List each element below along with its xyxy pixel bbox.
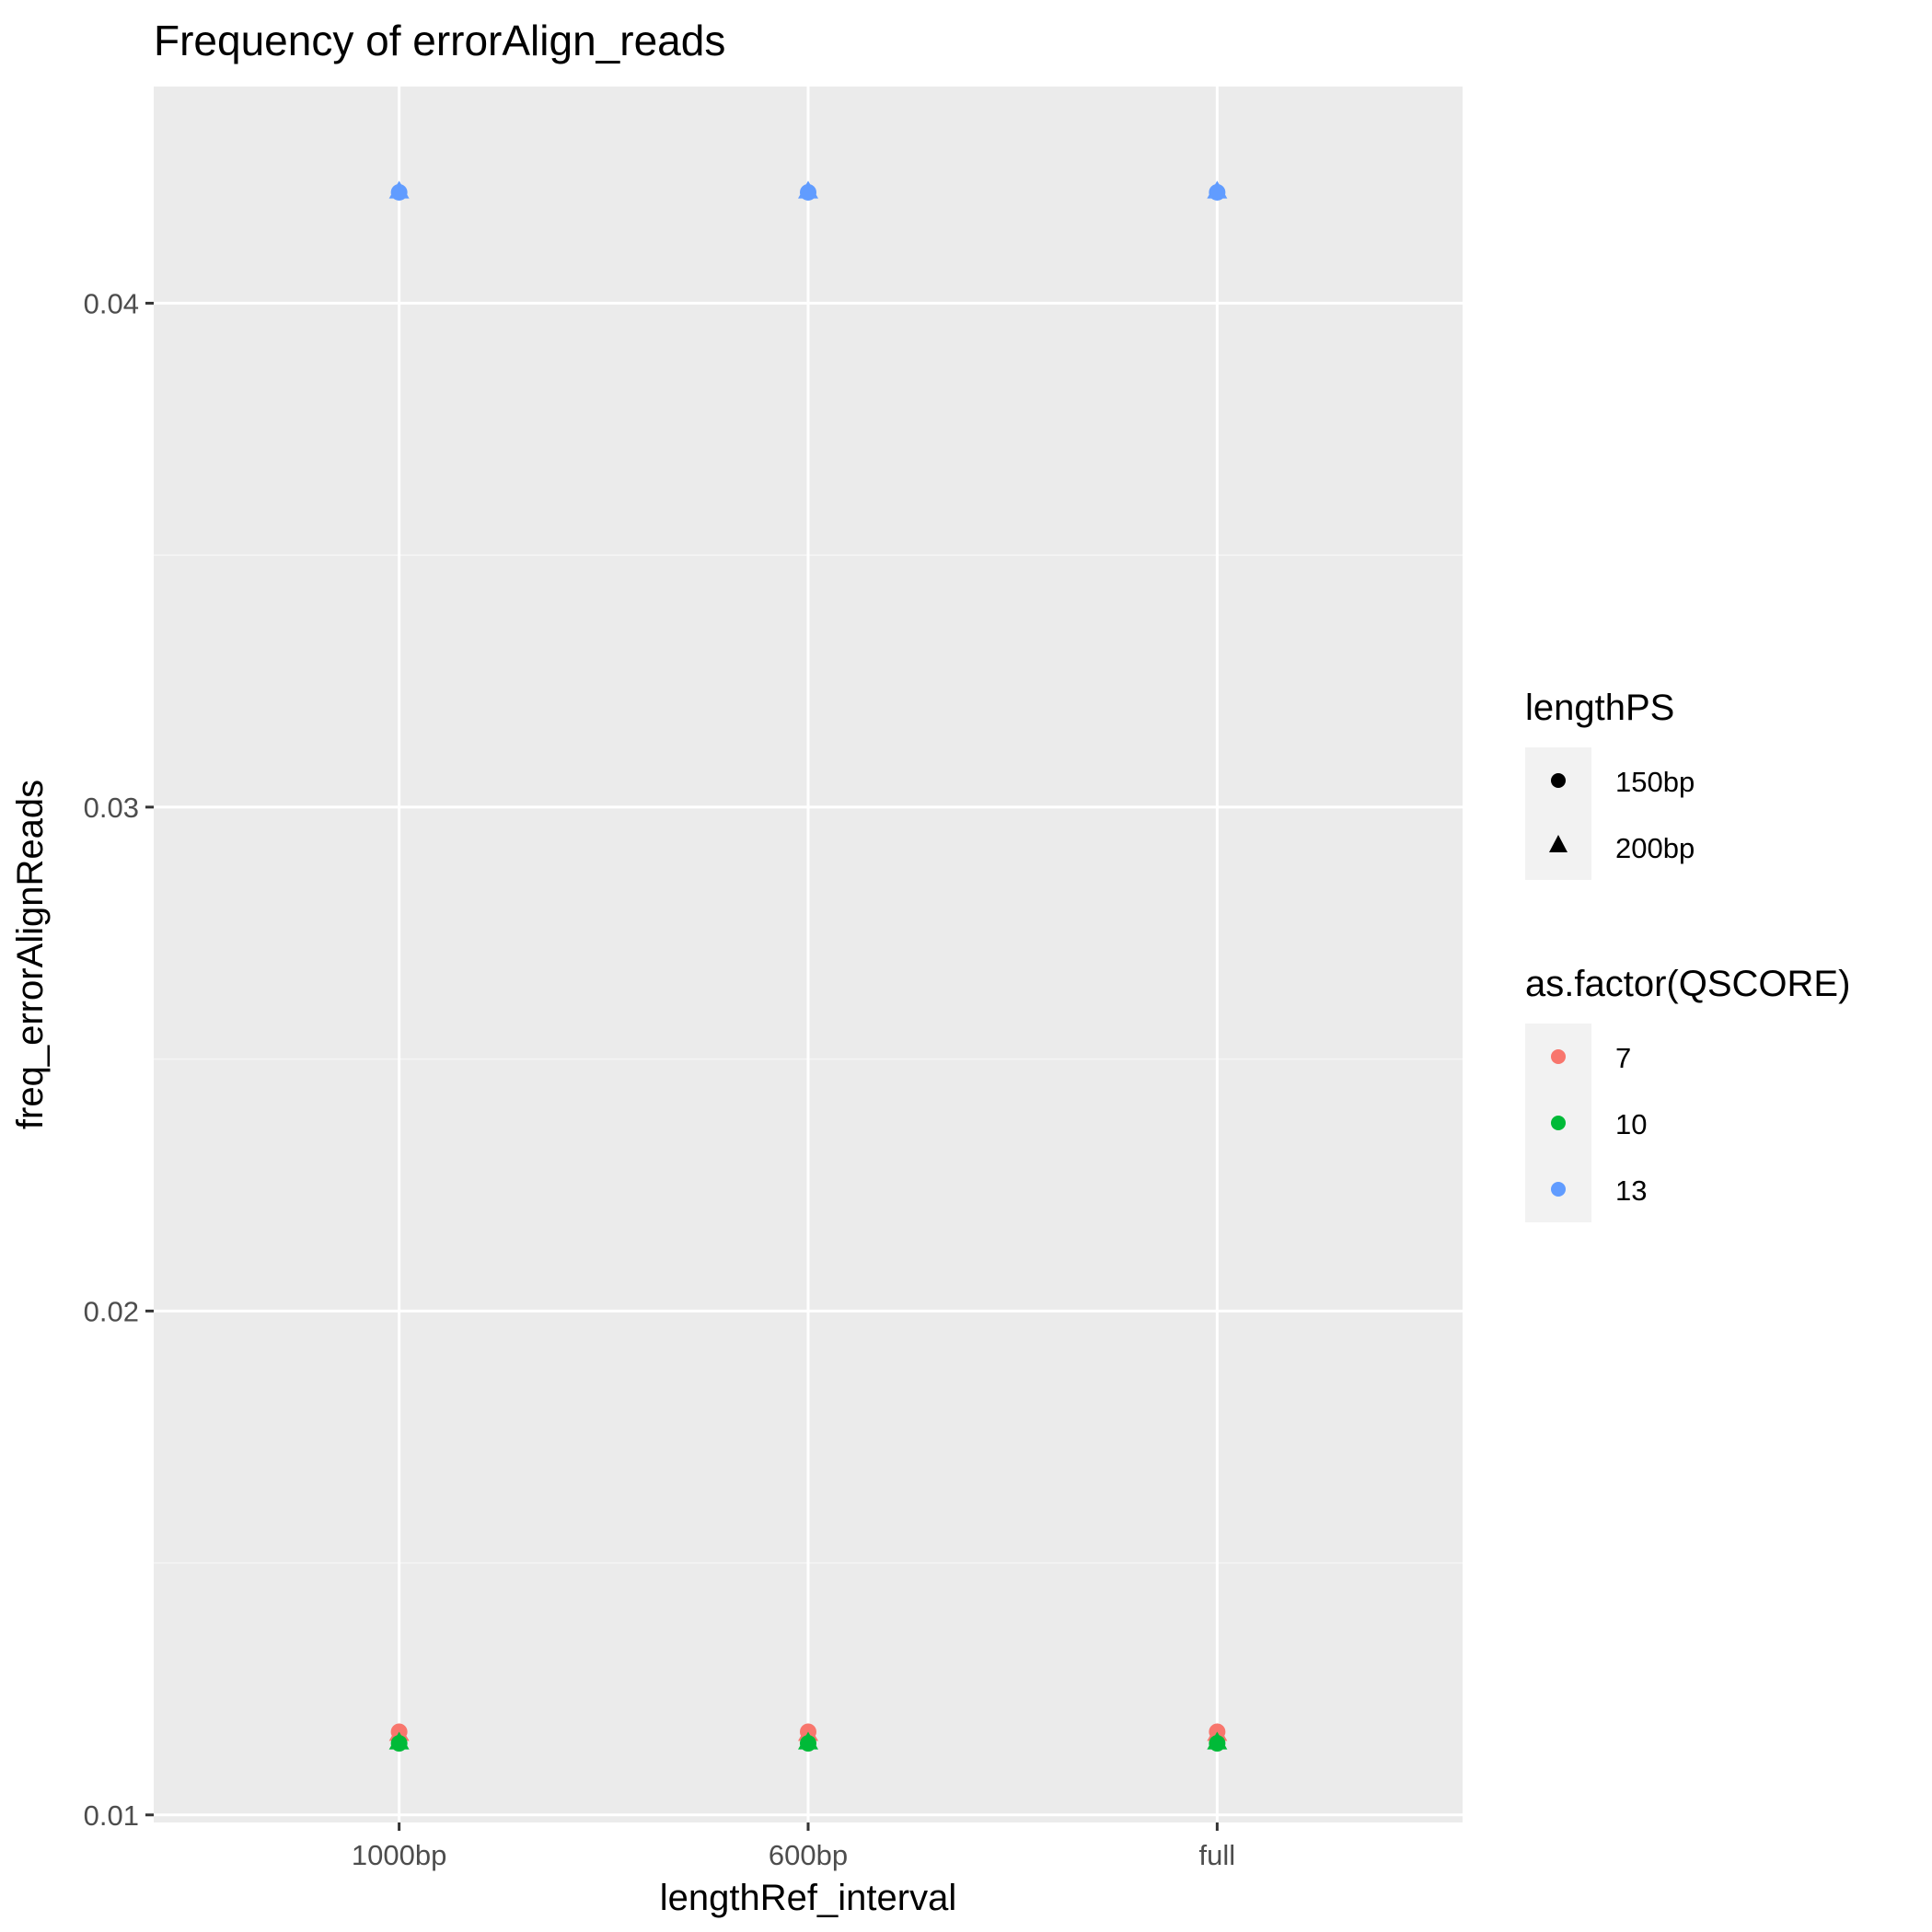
legend-label-qscore-7: 7: [1615, 1042, 1631, 1074]
x-tick-label-2: full: [1199, 1839, 1236, 1871]
legend-qscore: as.factor(QSCORE) 7 10 13: [1525, 964, 1850, 1222]
y-tick-label-3: 0.04: [84, 287, 139, 319]
legend-label-qscore-10: 10: [1615, 1108, 1647, 1140]
point-q13-200bp-1000bp: [388, 180, 410, 199]
legend-label-200bp: 200bp: [1615, 832, 1695, 864]
y-tick-label-2: 0.03: [84, 792, 139, 824]
data-points: [388, 180, 1228, 1753]
point-q10-200bp-600bp: [798, 1731, 818, 1750]
point-q13-200bp-600bp: [798, 180, 818, 199]
legend-key-qscore-10-icon: [1551, 1116, 1566, 1130]
y-axis: 0.01 0.02 0.03 0.04: [84, 287, 154, 1832]
legend-key-triangle-icon: [1549, 835, 1568, 852]
y-tick-label-0: 0.01: [84, 1799, 139, 1832]
point-q13-200bp-full: [1207, 180, 1228, 199]
legend-lengthps-title: lengthPS: [1525, 688, 1674, 728]
y-axis-title: freq_errorAlignReads: [10, 780, 51, 1129]
legend-key-qscore-7-icon: [1551, 1049, 1566, 1064]
legend-key-circle-icon: [1551, 773, 1566, 788]
legend-qscore-title: as.factor(QSCORE): [1525, 964, 1850, 1004]
y-tick-label-1: 0.02: [84, 1295, 139, 1327]
legend-key-qscore-13-icon: [1551, 1182, 1566, 1197]
legend-label-qscore-13: 13: [1615, 1174, 1647, 1207]
major-gridlines: [154, 87, 1463, 1822]
x-tick-label-1: 600bp: [769, 1839, 848, 1871]
point-q10-200bp-full: [1207, 1731, 1228, 1750]
legend-lengthps: lengthPS 150bp 200bp: [1525, 688, 1695, 880]
chart-title: Frequency of errorAlign_reads: [154, 17, 725, 64]
x-axis-title: lengthRef_interval: [660, 1878, 956, 1918]
point-q10-200bp-1000bp: [388, 1731, 410, 1750]
x-tick-label-0: 1000bp: [352, 1839, 446, 1871]
x-axis: 1000bp 600bp full: [352, 1822, 1235, 1871]
legend-label-150bp: 150bp: [1615, 766, 1695, 798]
